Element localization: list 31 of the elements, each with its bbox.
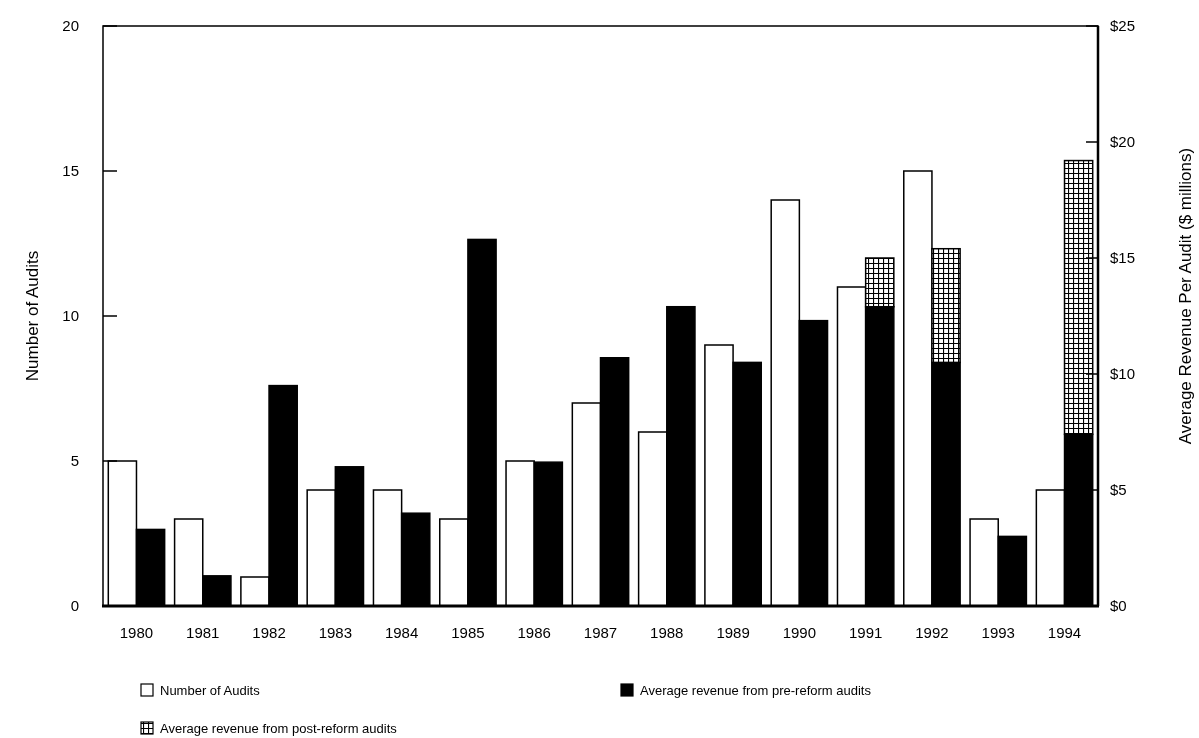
y2-tick-label: $10 [1110, 365, 1136, 383]
x-tick-label: 1986 [517, 624, 551, 641]
legend-label: Average revenue from post-reform audits [160, 720, 398, 736]
y-tick-label: 10 [62, 307, 79, 325]
x-tick-label: 1981 [186, 624, 220, 641]
x-tick-label: 1990 [782, 624, 817, 641]
x-tick-label: 1991 [848, 624, 883, 641]
x-tick-label: 1993 [981, 624, 1015, 641]
y-tick-label: 0 [70, 597, 79, 615]
y2-tick-label: $5 [1110, 481, 1127, 499]
legend-label: Average revenue from pre-reform audits [640, 682, 872, 698]
x-tick-label: 1994 [1047, 624, 1082, 641]
x-tick-label: 1989 [716, 624, 750, 641]
x-tick-label: 1984 [384, 624, 419, 641]
x-tick-label: 1992 [915, 624, 949, 641]
x-tick-label: 1988 [650, 624, 684, 641]
y2-axis-title: Average Revenue Per Audit ($ millions) [1176, 147, 1195, 445]
x-tick-label: 1987 [583, 624, 618, 641]
y2-tick-label: $20 [1110, 133, 1136, 151]
x-tick-label: 1982 [252, 624, 286, 641]
y-axis-title: Number of Audits [23, 250, 42, 382]
x-tick-label: 1985 [451, 624, 485, 641]
y2-tick-label: $25 [1110, 17, 1136, 35]
x-tick-label: 1980 [119, 624, 154, 641]
x-tick-label: 1983 [318, 624, 353, 641]
y2-tick-label: $15 [1110, 249, 1136, 267]
y2-tick-label: $0 [1110, 597, 1127, 615]
legend-label: Number of Audits [160, 682, 261, 698]
y-tick-label: 15 [62, 162, 79, 180]
y-tick-label: 5 [70, 452, 79, 470]
y-tick-label: 20 [62, 17, 79, 35]
